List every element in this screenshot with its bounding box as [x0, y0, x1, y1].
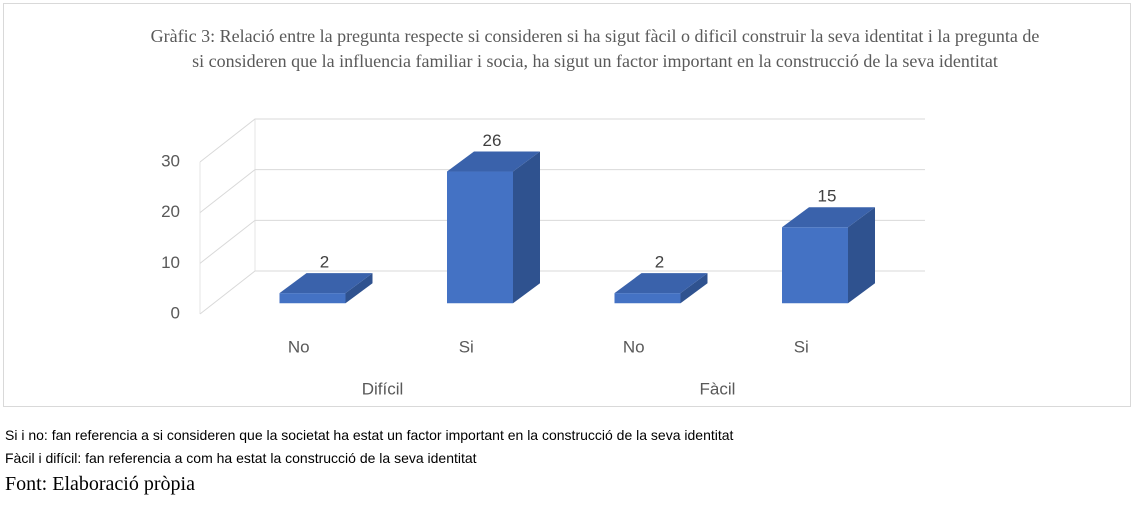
chart: 0 10 20 30 No 2 Si 26 No 2 Si 15 Difícil Fàcil — [161, 118, 925, 398]
data-label: 15 — [818, 187, 837, 206]
chart-frame — [3, 3, 1131, 407]
grid-line — [199, 169, 925, 214]
bar-side — [513, 151, 540, 304]
bar-top — [782, 207, 875, 228]
data-label: 2 — [320, 253, 329, 272]
x-tick-label: No — [623, 337, 645, 356]
x-tick-label: Si — [794, 337, 809, 356]
bar — [447, 171, 513, 304]
y-tick-label: 10 — [161, 253, 180, 272]
x-tick-label: Si — [459, 337, 474, 356]
note: Fàcil i difícil: fan referencia a com ha… — [5, 450, 477, 466]
chart-title: Gràfic 3: Relació entre la pregunta resp… — [150, 26, 1040, 71]
bar-side — [345, 273, 373, 304]
grid-line — [199, 118, 925, 163]
source: Font: Elaboració pròpia — [5, 473, 195, 495]
note: Si i no: fan referencia a si consideren … — [5, 427, 734, 443]
bar-top — [447, 151, 540, 172]
bar-side — [680, 273, 708, 304]
data-label: 26 — [483, 131, 502, 150]
bar-side — [848, 207, 875, 304]
bar — [614, 293, 681, 304]
y-tick-label: 0 — [171, 303, 180, 322]
bar-top — [279, 273, 373, 294]
bar — [279, 293, 346, 304]
bar-top — [614, 273, 708, 294]
bar — [782, 227, 848, 304]
grid-line — [199, 219, 925, 264]
y-tick-label: 30 — [161, 151, 180, 170]
x-tick-label: No — [288, 337, 310, 356]
group-label: Difícil — [362, 379, 404, 398]
grid-line — [199, 270, 925, 315]
y-tick-label: 20 — [161, 202, 180, 221]
data-label: 2 — [655, 253, 664, 272]
group-label: Fàcil — [700, 379, 736, 398]
